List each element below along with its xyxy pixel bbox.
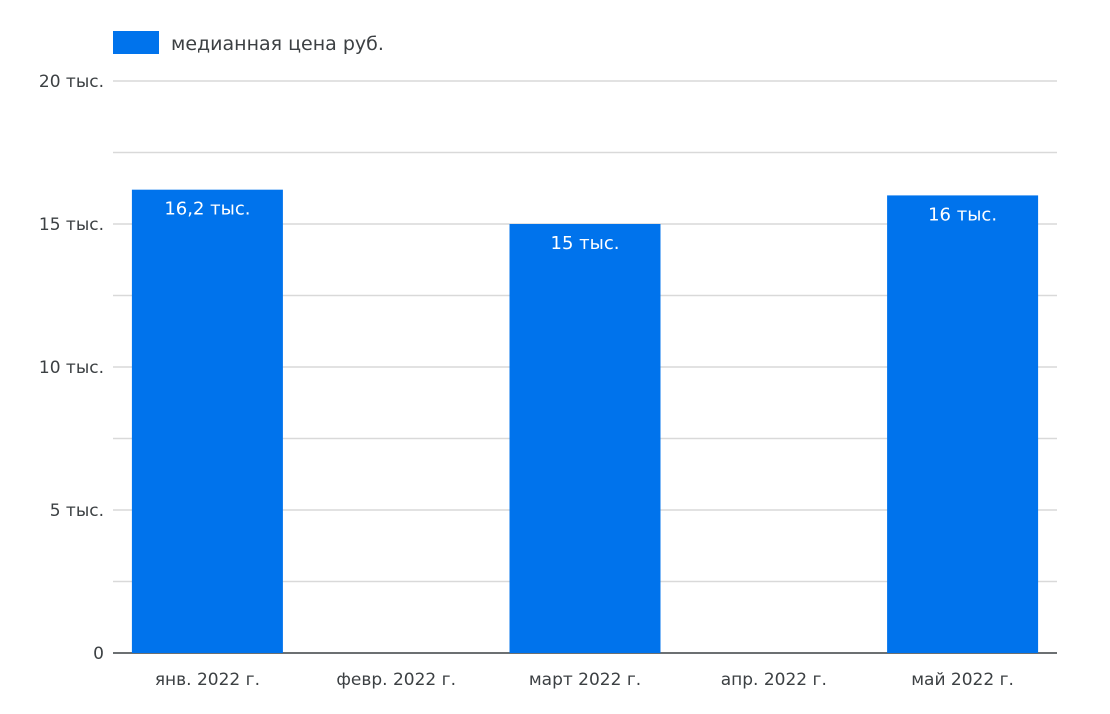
data-label: 16 тыс. bbox=[928, 204, 997, 225]
y-tick-label: 0 bbox=[93, 644, 104, 664]
bar bbox=[131, 189, 283, 653]
bar bbox=[509, 224, 661, 653]
bar bbox=[887, 195, 1039, 653]
legend-label: медианная цена руб. bbox=[171, 33, 384, 55]
bars bbox=[131, 189, 1039, 653]
y-axis-ticks: 0 5 тыс. 10 тыс. 15 тыс. 20 тыс. bbox=[39, 72, 104, 664]
legend-swatch bbox=[113, 31, 159, 54]
legend: медианная цена руб. bbox=[113, 31, 384, 55]
y-tick-label: 20 тыс. bbox=[39, 72, 104, 92]
x-tick-label: февр. 2022 г. bbox=[336, 670, 456, 690]
x-axis-ticks: янв. 2022 г. февр. 2022 г. март 2022 г. апр… bbox=[155, 670, 1014, 690]
data-label: 15 тыс. bbox=[551, 233, 620, 254]
x-tick-label: март 2022 г. bbox=[529, 670, 641, 690]
x-tick-label: апр. 2022 г. bbox=[721, 670, 827, 690]
y-tick-label: 5 тыс. bbox=[50, 501, 104, 521]
data-label: 16,2 тыс. bbox=[164, 199, 250, 220]
x-tick-label: май 2022 г. bbox=[911, 670, 1014, 690]
y-tick-label: 10 тыс. bbox=[39, 358, 104, 378]
data-labels: 16,2 тыс. 15 тыс. 16 тыс. bbox=[164, 199, 997, 254]
x-tick-label: янв. 2022 г. bbox=[155, 670, 260, 690]
y-tick-label: 15 тыс. bbox=[39, 215, 104, 235]
